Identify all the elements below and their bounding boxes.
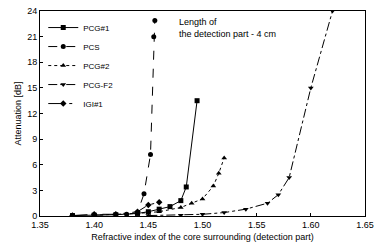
- svg-text:0: 0: [32, 211, 37, 221]
- svg-text:Attenuation [dB]: Attenuation [dB]: [13, 81, 23, 145]
- svg-text:1.45: 1.45: [140, 220, 158, 230]
- svg-text:PCG#1: PCG#1: [83, 24, 110, 33]
- svg-text:PCG#2: PCG#2: [83, 62, 110, 71]
- svg-text:1.60: 1.60: [302, 220, 320, 230]
- svg-text:PCS: PCS: [83, 43, 99, 52]
- svg-text:Refractive index of the core s: Refractive index of the core surrounding…: [91, 232, 314, 242]
- svg-text:1.40: 1.40: [85, 220, 103, 230]
- svg-text:Length ofthe detection part -: Length ofthe detection part - 4 cm: [179, 17, 276, 39]
- svg-text:24: 24: [27, 6, 37, 16]
- svg-text:1.55: 1.55: [248, 220, 266, 230]
- svg-text:6: 6: [32, 160, 37, 170]
- svg-text:IGI#1: IGI#1: [83, 100, 103, 109]
- svg-text:9: 9: [32, 134, 37, 144]
- svg-text:12: 12: [27, 109, 37, 119]
- svg-text:3: 3: [32, 186, 37, 196]
- svg-text:1.65: 1.65: [356, 220, 374, 230]
- svg-text:1.35: 1.35: [31, 220, 49, 230]
- svg-text:PCG-F2: PCG-F2: [83, 81, 113, 90]
- svg-text:18: 18: [27, 57, 37, 67]
- svg-text:1.50: 1.50: [194, 220, 212, 230]
- svg-text:15: 15: [27, 83, 37, 93]
- svg-text:21: 21: [27, 32, 37, 42]
